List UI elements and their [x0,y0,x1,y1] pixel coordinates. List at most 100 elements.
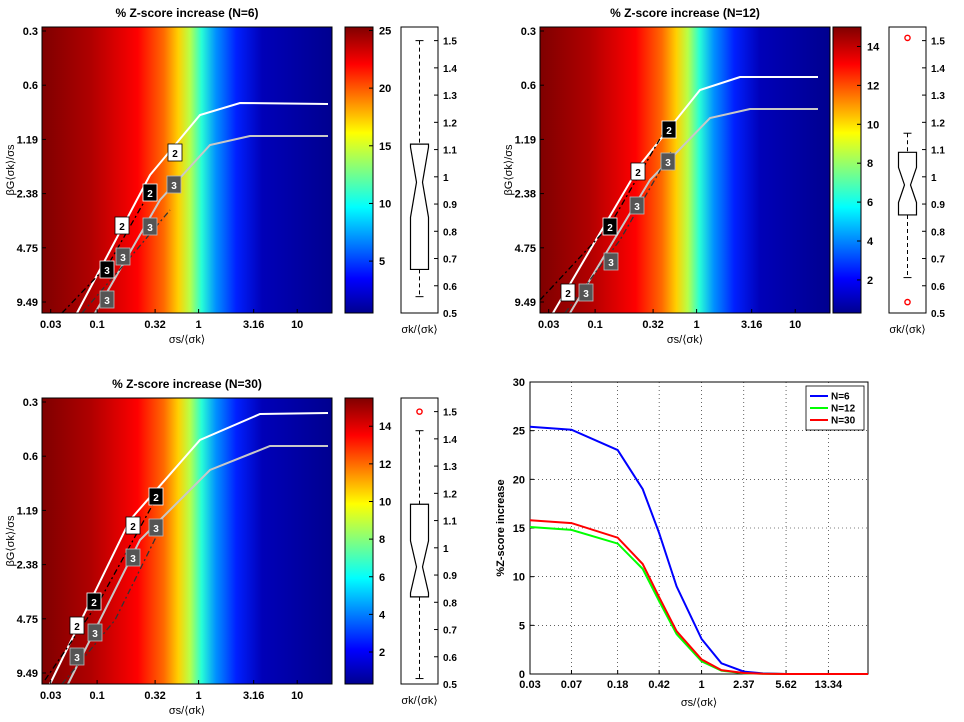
y-tick-label: 0 [519,669,525,681]
contour-line-white [49,412,329,685]
contour-label: 2 [91,598,97,609]
contour-label-box [69,616,85,635]
x-tick-label: 0.42 [648,679,669,691]
x-tick-label: 0.32 [642,319,663,331]
boxplot-tick-label: 0.6 [931,282,945,293]
x-tick-label: 0.03 [538,319,559,331]
boxplot-tick-label: 1.1 [443,146,457,157]
contour-label: 2 [153,493,159,504]
x-tick-label: 1 [196,319,202,331]
boxplot-tick-label: 1.3 [931,91,945,102]
x-axis-label: σs/⟨σk⟩ [169,334,205,346]
colorbar-tick-label: 2 [379,647,385,659]
contour-label-box [142,217,158,236]
colorbar [344,397,374,685]
x-tick-label: 1 [694,319,700,331]
colorbar-tick-label: 10 [867,119,879,131]
heatmap-field [540,27,830,313]
contour-label: 3 [120,253,126,264]
contour-label-box [660,152,676,171]
contour-label: 2 [607,223,613,234]
y-tick-label: 9.49 [515,297,536,309]
contour-label: 3 [130,554,136,565]
x-tick-label: 0.32 [144,690,165,702]
contour-label-box [560,283,576,302]
y-tick-label: 4.75 [515,243,536,255]
boxplot-tick-label: 1 [443,173,449,184]
y-tick-label: 20 [513,474,525,486]
colorbar-tick-label: 5 [379,256,385,268]
x-tick-label: 0.03 [40,690,61,702]
boxplot-label: σk/⟨σk⟩ [401,695,437,707]
contour-label: 2 [635,168,641,179]
colorbar [832,26,862,314]
boxplot-tick-label: 1.4 [931,64,945,75]
boxplot-tick-label: 1.3 [443,91,457,102]
boxplot-tick-label: 0.7 [443,255,457,266]
colorbar-tick-label: 12 [867,80,879,92]
colorbar-tick-label: 10 [379,198,391,210]
y-tick-label: 5 [519,620,525,632]
y-tick-label: 2.38 [515,189,536,201]
contour-label: 3 [74,653,80,664]
boxplot-tick-label: 1.3 [443,462,457,473]
y-tick-label: 2.38 [17,560,38,572]
plot-frame [41,26,333,314]
x-tick-label: 10 [291,690,303,702]
boxplot-box [409,143,430,271]
boxplot-tick-label: 0.9 [443,571,457,582]
colorbar-tick-label: 2 [867,275,873,287]
y-tick-label: 0.3 [23,397,38,409]
colorbar-tick-label: 8 [867,158,873,170]
contour-label: 2 [119,222,125,233]
contour-label-box [166,175,182,194]
contour-label-box [114,216,130,235]
colorbar-tick-label: 15 [379,141,391,153]
chart-title: % Z-score increase (N=12) [610,6,760,20]
contour-label-box [69,647,85,666]
line-chart-panel: 0.03 0.07 0.18 0.42 1 2.37 5.62 13.34 0 5 10 15 20 25… [495,377,869,709]
colorbar-tick-label: 25 [379,25,391,37]
contour-line-gray [67,445,328,685]
contour-label-box [629,196,645,215]
y-tick-label: 1.19 [515,134,536,146]
x-axis-label: σs/⟨σk⟩ [667,334,703,346]
plot-frame [41,397,333,685]
contour-label-box [125,548,141,567]
boxplot-tick-label: 1.2 [443,118,457,129]
heatmap-field [42,398,332,684]
boxplot-tick-label: 1 [443,544,449,555]
contour-label-box [630,162,646,181]
contour-label-box [99,260,115,279]
boxplot-tick-label: 1.2 [443,489,457,500]
colorbar-tick-label: 4 [379,609,386,621]
colorbar-tick-label: 12 [379,459,391,471]
contour-label: 3 [171,181,177,192]
x-axis-label: σs/⟨σk⟩ [681,697,717,709]
y-axis-label: βG⟨σk⟩/σs [5,515,17,567]
boxplot-label: σk/⟨σk⟩ [401,324,437,336]
x-tick-label: 3.16 [243,319,264,331]
x-tick-label: 0.03 [519,679,540,691]
x-tick-label: 3.16 [741,319,762,331]
colorbar-tick-label: 4 [867,236,874,248]
contour-label-box [148,518,164,537]
colorbar-tick-label: 20 [379,83,391,95]
contour-label: 2 [172,149,178,160]
contour-label: 2 [147,189,153,200]
y-tick-label: 25 [513,426,525,438]
boxplot-tick-label: 0.8 [443,598,457,609]
y-axis-label: %Z-score increase [495,479,507,576]
contour-line-white [552,76,818,314]
boxplot-outlier [904,34,911,42]
colorbar-tick-label: 10 [379,496,391,508]
y-tick-label: 0.3 [23,26,38,38]
y-tick-label: 4.75 [17,614,38,626]
y-tick-label: 0.6 [23,80,38,92]
contour-label-box [87,623,103,642]
boxplot-tick-label: 1.5 [443,37,457,48]
contour-label-box [86,592,102,611]
contour-label: 2 [130,522,136,533]
contour-label: 2 [74,622,80,633]
